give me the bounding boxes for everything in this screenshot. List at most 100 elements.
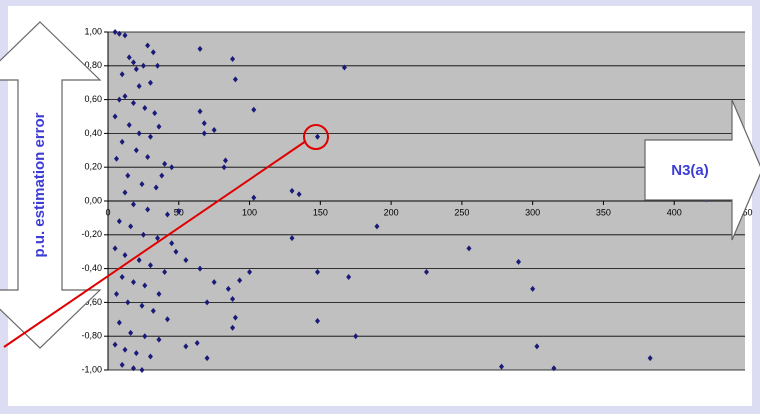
point	[130, 365, 136, 372]
point	[116, 30, 122, 37]
point	[152, 110, 158, 117]
point	[119, 71, 125, 78]
point	[122, 252, 128, 259]
point	[126, 121, 132, 128]
point	[225, 285, 231, 292]
point	[112, 29, 118, 35]
point	[122, 93, 128, 100]
point	[112, 245, 118, 252]
x-tick-label: 200	[384, 207, 399, 217]
y-tick-label: -0,60	[81, 297, 102, 307]
x-tick-label: 250	[454, 207, 469, 217]
point	[315, 133, 321, 140]
point	[150, 49, 156, 56]
annotations: p.u. estimation error N3(a)	[0, 21, 760, 349]
y-tick-label: -1,00	[81, 364, 102, 374]
point	[164, 316, 170, 323]
point	[211, 127, 217, 134]
point	[346, 274, 352, 281]
highlight-circle	[303, 124, 329, 150]
point	[140, 231, 146, 238]
x-tick-label: 450	[737, 207, 752, 217]
marks: 1,00 0,80 0,60 0,40 0,20 0,00 -0,20 -0,40 -0,60 -…	[81, 26, 752, 374]
y-tick-label: 0,40	[84, 128, 102, 138]
point	[128, 223, 134, 230]
point	[119, 361, 125, 368]
y-tick-label: 0,80	[84, 60, 102, 70]
point	[126, 54, 132, 61]
right-arrow	[644, 99, 760, 241]
point	[204, 355, 210, 362]
point	[145, 206, 151, 213]
point	[142, 333, 148, 340]
point	[156, 336, 162, 343]
point	[289, 235, 295, 242]
point	[197, 45, 203, 52]
point	[156, 123, 162, 130]
point	[155, 62, 161, 69]
point	[353, 333, 359, 340]
y-tick-label: -0,40	[81, 263, 102, 273]
point	[374, 223, 380, 230]
point	[341, 64, 347, 71]
point	[534, 343, 540, 350]
pointer-line	[3, 140, 307, 348]
point	[201, 130, 207, 137]
point	[237, 277, 243, 284]
point	[113, 155, 119, 162]
point	[173, 248, 179, 255]
point	[125, 172, 131, 179]
point	[153, 184, 159, 191]
point	[204, 299, 210, 306]
point	[197, 108, 203, 115]
point	[147, 353, 153, 360]
x-tick-label: 400	[667, 207, 682, 217]
point	[247, 268, 253, 275]
point	[139, 302, 145, 309]
point	[647, 355, 653, 362]
point	[551, 365, 557, 372]
point	[530, 285, 536, 292]
point	[145, 42, 151, 49]
point	[169, 240, 175, 247]
point	[232, 76, 238, 83]
y-tick-label: -0,20	[81, 229, 102, 239]
point	[155, 235, 161, 242]
point	[147, 133, 153, 140]
point	[222, 157, 228, 164]
x-tick-label: 0	[105, 207, 110, 217]
point	[230, 324, 236, 331]
y-tick-label: 0,00	[84, 195, 102, 205]
point	[119, 138, 125, 145]
y-tick-label: 0,60	[84, 94, 102, 104]
point	[122, 189, 128, 196]
x-tick-label: 300	[525, 207, 540, 217]
point	[194, 339, 200, 346]
point	[201, 120, 207, 127]
double-arrow	[0, 21, 102, 349]
point	[156, 290, 162, 297]
callout-label: N3(a)	[671, 162, 709, 179]
point	[142, 105, 148, 112]
point	[142, 282, 148, 289]
point	[162, 268, 168, 275]
point	[130, 59, 136, 66]
point	[130, 201, 136, 208]
point	[315, 317, 321, 324]
point	[116, 218, 122, 225]
point	[130, 279, 136, 286]
y-tick-label: 0,20	[84, 162, 102, 172]
point	[230, 296, 236, 303]
point	[116, 96, 122, 103]
point	[211, 279, 217, 286]
point	[466, 245, 472, 252]
x-tick-label: 150	[313, 207, 328, 217]
point	[221, 164, 227, 171]
point	[230, 56, 236, 63]
point	[113, 290, 119, 297]
point	[125, 299, 131, 306]
point	[136, 257, 142, 264]
y-tick-label: -0,80	[81, 331, 102, 341]
point	[150, 307, 156, 314]
